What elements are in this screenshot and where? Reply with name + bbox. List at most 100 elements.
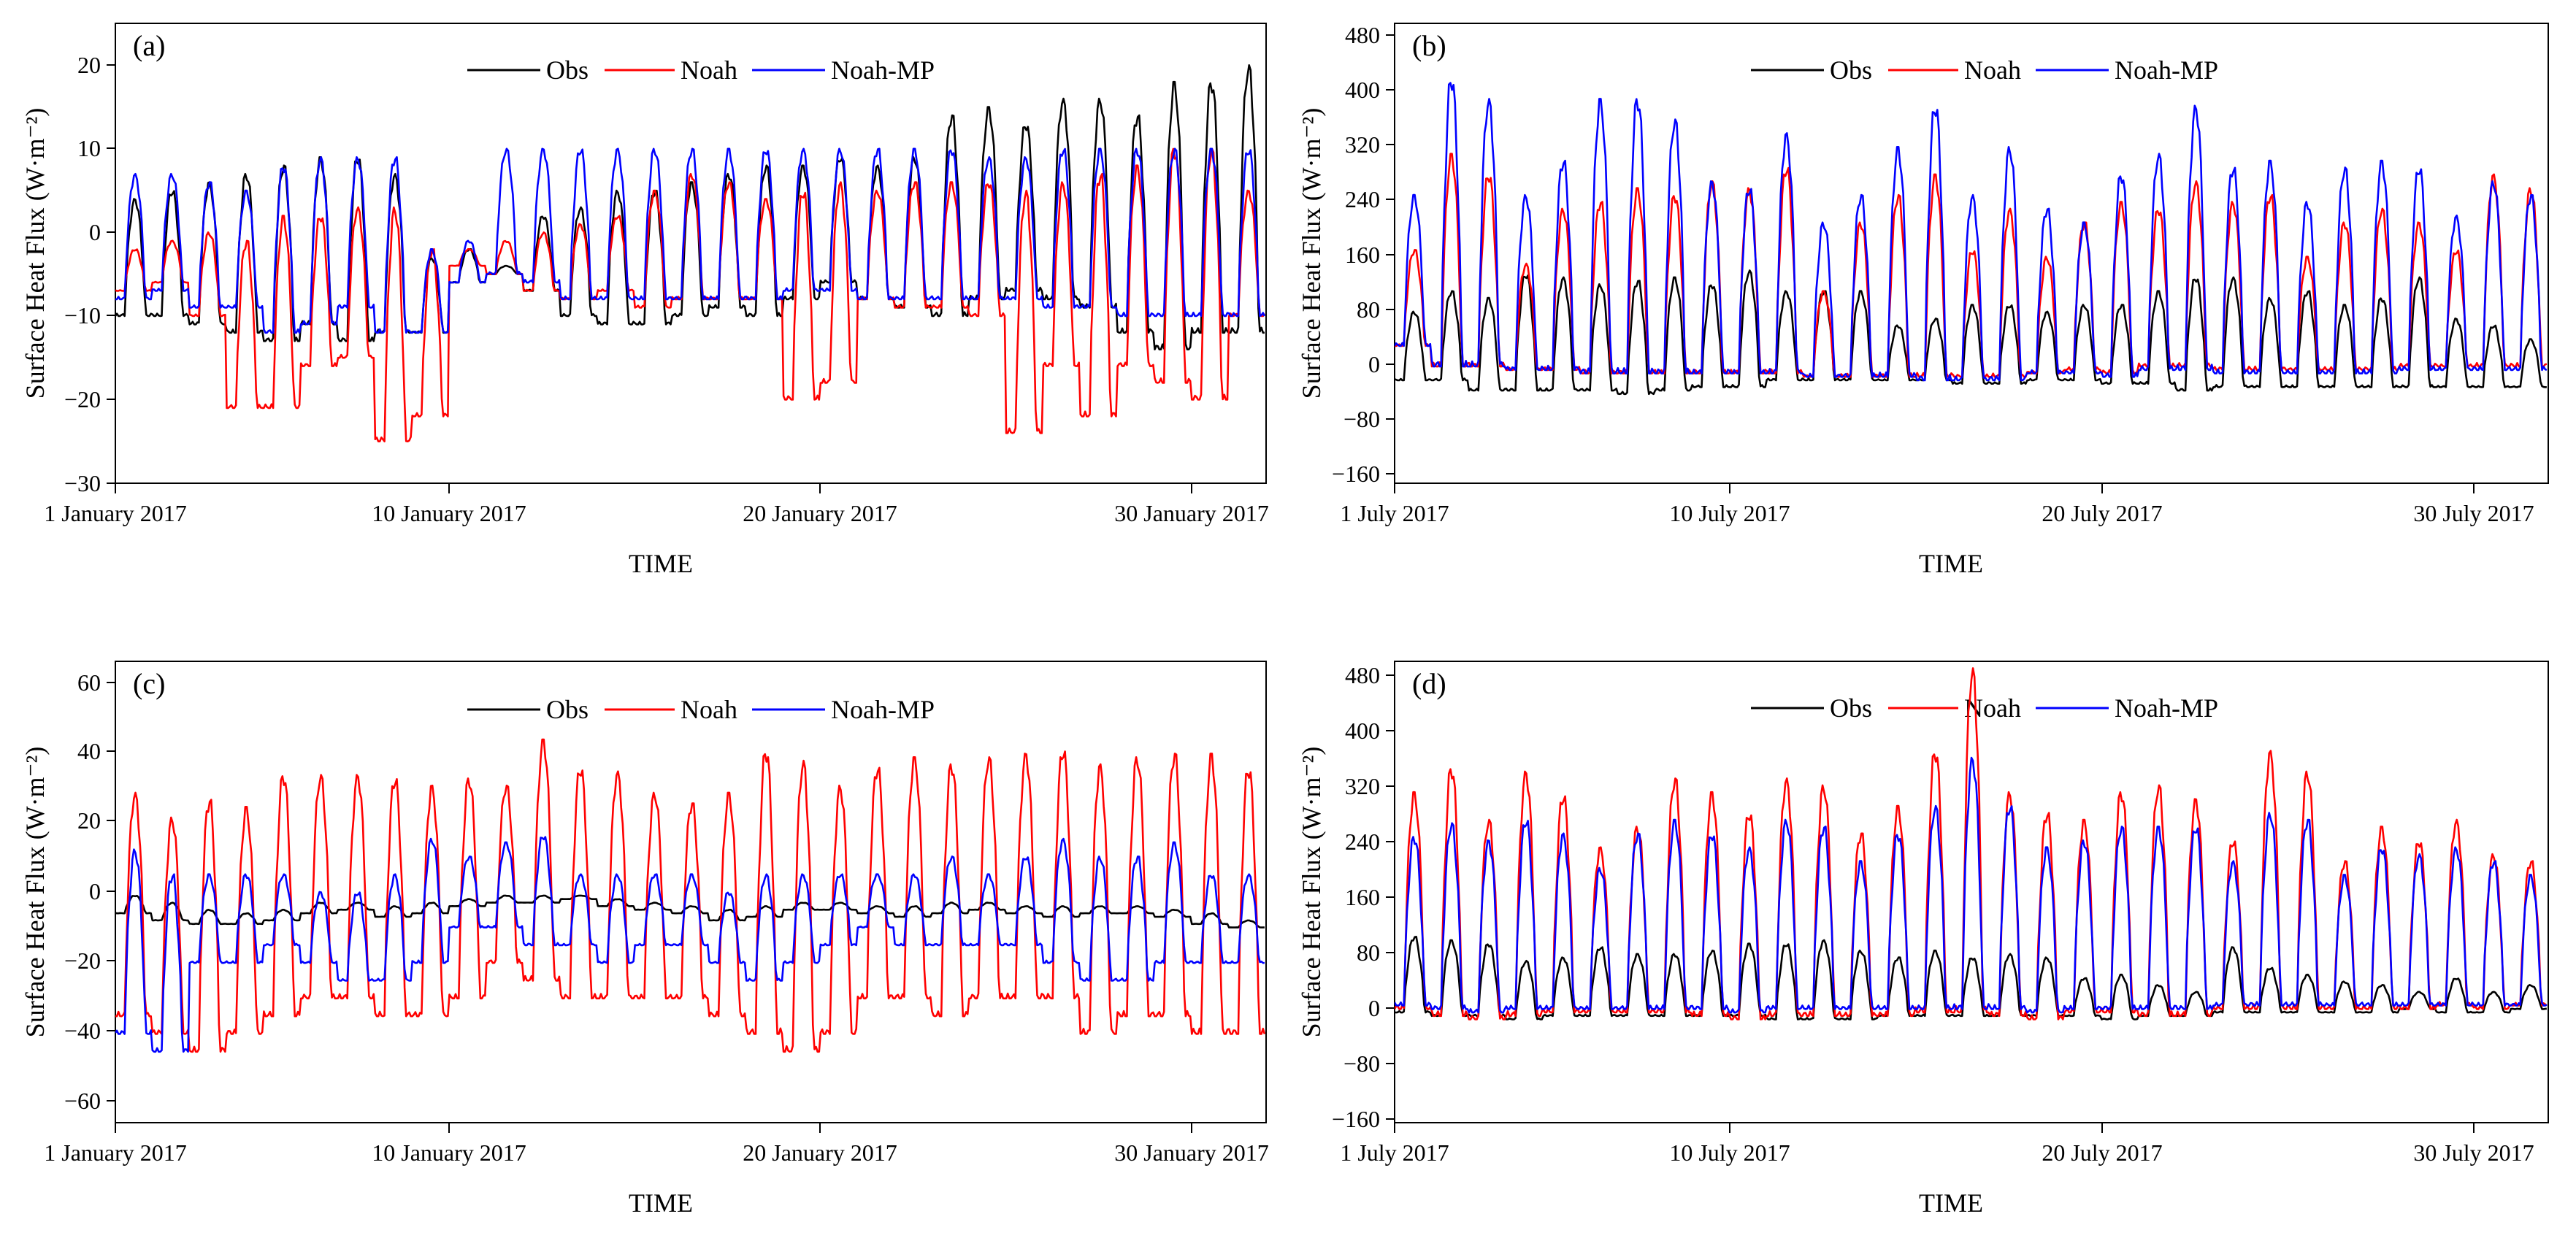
- y-tick-label: 320: [1345, 773, 1380, 799]
- y-tick-label: 80: [1357, 296, 1380, 323]
- x-tick-label: 10 July 2017: [1669, 500, 1790, 526]
- y-tick-label: 480: [1345, 22, 1380, 48]
- y-tick-label: 240: [1345, 186, 1380, 212]
- y-tick-label: 0: [89, 219, 101, 245]
- x-tick-label: 1 January 2017: [44, 500, 187, 526]
- panel-label: (c): [133, 667, 165, 700]
- y-tick-label: 60: [77, 669, 101, 696]
- y-axis: 480 400 320 240 160 80 0 −80 −160 Surfac…: [1297, 662, 1395, 1132]
- x-tick-label: 10 January 2017: [372, 1139, 526, 1166]
- legend-label-noah: Noah: [681, 695, 737, 724]
- y-tick-label: 20: [77, 52, 101, 78]
- y-tick-label: −80: [1343, 406, 1380, 432]
- x-tick-label: 30 January 2017: [1114, 500, 1269, 526]
- x-tick-label: 20 July 2017: [2042, 1139, 2162, 1166]
- y-tick-label: −40: [64, 1018, 101, 1044]
- y-tick-label: 240: [1345, 828, 1380, 855]
- y-tick-label: 320: [1345, 131, 1380, 158]
- x-axis-label: TIME: [1919, 1188, 1983, 1218]
- legend-label-obs: Obs: [546, 695, 589, 724]
- panel-a: (a) 20 10 0 −10 −20 −30 Surface Heat Flu…: [20, 23, 1269, 578]
- x-tick-label: 30 July 2017: [2413, 1139, 2534, 1166]
- x-axis: 1 January 2017 10 January 2017 20 Januar…: [44, 1123, 1269, 1218]
- legend-label-obs: Obs: [1830, 693, 1872, 723]
- x-axis-label: TIME: [629, 1188, 693, 1218]
- series-line-noahmp: [1395, 82, 2548, 382]
- y-axis-label: Surface Heat Flux (W·m⁻²): [1297, 108, 1326, 399]
- legend-label-obs: Obs: [546, 55, 589, 85]
- y-axis-label: Surface Heat Flux (W·m⁻²): [1297, 747, 1326, 1038]
- y-tick-label: 10: [77, 135, 101, 161]
- series-line-noah: [115, 147, 1265, 442]
- y-axis: 20 10 0 −10 −20 −30 Surface Heat Flux (W…: [20, 52, 115, 496]
- panel-c: (c) 60 40 20 0 −20 −40 −60 Surface Heat …: [20, 661, 1269, 1218]
- plot-frame: [1394, 23, 2549, 484]
- x-axis-label: TIME: [629, 549, 693, 578]
- legend-label-noah: Noah: [681, 55, 737, 85]
- x-tick-label: 1 July 2017: [1340, 1139, 1449, 1166]
- series-line-noahmp: [1395, 756, 2548, 1014]
- legend: Obs Noah Noah-MP: [1751, 693, 2218, 723]
- x-axis: 1 January 2017 10 January 2017 20 Januar…: [44, 483, 1269, 578]
- y-tick-label: −160: [1332, 1106, 1380, 1132]
- legend-label-noahmp: Noah-MP: [2115, 55, 2218, 85]
- x-tick-label: 20 July 2017: [2042, 500, 2162, 526]
- panel-label: (a): [133, 29, 165, 62]
- x-tick-label: 1 July 2017: [1340, 500, 1449, 526]
- y-tick-label: 160: [1345, 884, 1380, 910]
- x-tick-label: 20 January 2017: [743, 1139, 897, 1166]
- y-tick-label: 0: [89, 878, 101, 904]
- y-axis: 480 400 320 240 160 80 0 −80 −160 Surfac…: [1297, 22, 1395, 487]
- series-line-obs: [1395, 269, 2547, 396]
- legend: Obs Noah Noah-MP: [467, 695, 935, 724]
- y-tick-label: −20: [64, 386, 101, 412]
- y-tick-label: 400: [1345, 718, 1380, 744]
- legend-label-noahmp: Noah-MP: [831, 695, 935, 724]
- y-tick-label: 400: [1345, 77, 1380, 103]
- y-tick-label: 40: [77, 738, 101, 764]
- y-tick-label: −160: [1332, 461, 1380, 487]
- x-tick-label: 30 January 2017: [1114, 1139, 1269, 1166]
- series-line-obs: [115, 894, 1265, 929]
- y-axis-label: Surface Heat Flux (W·m⁻²): [20, 108, 50, 399]
- x-tick-label: 30 July 2017: [2413, 500, 2534, 526]
- y-tick-label: 160: [1345, 242, 1380, 268]
- series-line-noahmp: [115, 836, 1265, 1053]
- legend-label-noah: Noah: [1964, 55, 2021, 85]
- plot-frame: [1394, 661, 2549, 1123]
- panel-b: (b) 480 400 320 240 160 80 0 −80 −160 Su…: [1297, 22, 2549, 578]
- x-tick-label: 10 January 2017: [372, 500, 526, 526]
- y-tick-label: 0: [1368, 351, 1380, 377]
- y-axis: 60 40 20 0 −20 −40 −60 Surface Heat Flux…: [20, 669, 115, 1114]
- x-tick-label: 10 July 2017: [1669, 1139, 1790, 1166]
- series-line-noahmp: [115, 147, 1266, 334]
- legend-label-noah: Noah: [1964, 693, 2021, 723]
- x-tick-label: 1 January 2017: [44, 1139, 187, 1166]
- series-line-obs: [1395, 936, 2548, 1020]
- y-tick-label: 0: [1368, 995, 1380, 1021]
- panel-label: (b): [1412, 29, 1446, 62]
- y-tick-label: −30: [64, 470, 101, 496]
- legend-label-obs: Obs: [1830, 55, 1872, 85]
- y-tick-label: −20: [64, 947, 101, 974]
- legend-label-noahmp: Noah-MP: [2115, 693, 2218, 723]
- legend: Obs Noah Noah-MP: [1751, 55, 2218, 85]
- legend-label-noahmp: Noah-MP: [831, 55, 935, 85]
- plot-frame: [115, 23, 1267, 484]
- y-tick-label: 80: [1357, 939, 1380, 966]
- y-tick-label: 480: [1345, 662, 1380, 688]
- legend: Obs Noah Noah-MP: [467, 55, 935, 85]
- x-axis: 1 July 2017 10 July 2017 20 July 2017 30…: [1340, 1123, 2534, 1218]
- x-axis: 1 July 2017 10 July 2017 20 July 2017 30…: [1340, 483, 2534, 578]
- y-tick-label: −60: [64, 1088, 101, 1114]
- y-axis-label: Surface Heat Flux (W·m⁻²): [20, 747, 50, 1038]
- y-tick-label: 20: [77, 807, 101, 834]
- panel-d: (d) 480 400 320 240 160 80 0 −80 −160 Su…: [1297, 661, 2549, 1218]
- panel-label: (d): [1412, 667, 1446, 700]
- x-tick-label: 20 January 2017: [743, 500, 897, 526]
- x-axis-label: TIME: [1919, 549, 1983, 578]
- y-tick-label: −10: [64, 302, 101, 328]
- series-line-noah: [115, 738, 1266, 1053]
- y-tick-label: −80: [1343, 1050, 1380, 1077]
